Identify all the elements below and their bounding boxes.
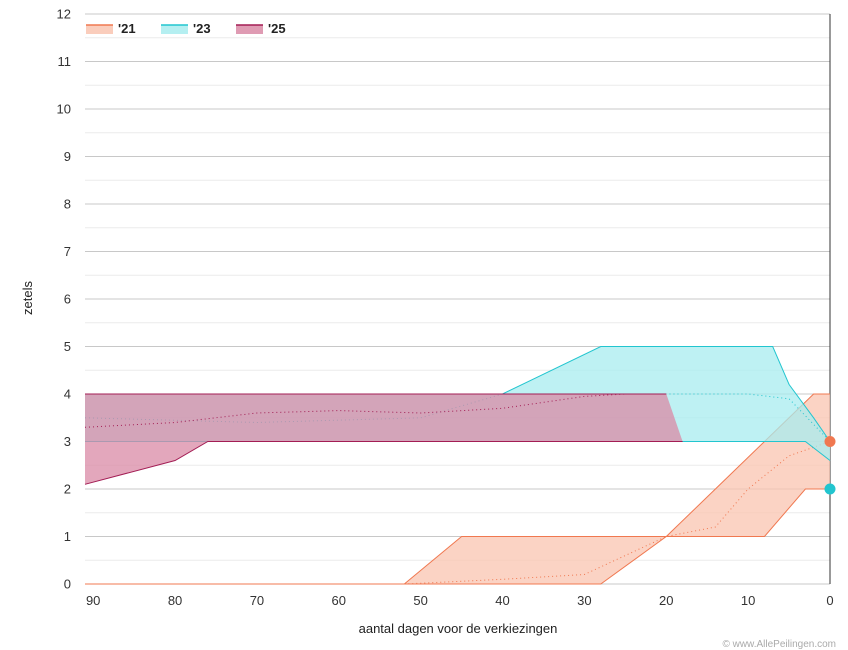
credit-text: © www.AllePeilingen.com xyxy=(722,639,836,650)
legend-swatch xyxy=(236,25,263,34)
result-marker-0 xyxy=(824,436,836,447)
x-tick-label: 10 xyxy=(741,593,755,608)
legend-swatch xyxy=(86,25,113,34)
legend-item-2: '25 xyxy=(236,21,286,36)
y-tick-label: 5 xyxy=(64,339,71,354)
grid xyxy=(85,13,831,585)
y-tick-label: 0 xyxy=(64,577,71,592)
y-tick-label: 3 xyxy=(64,434,71,449)
legend-item-1: '23 xyxy=(161,21,211,36)
y-tick-label: 9 xyxy=(64,149,71,164)
legend-item-0: '21 xyxy=(86,21,136,36)
legend: '21 '23 '25 xyxy=(86,21,286,36)
y-tick-label: 10 xyxy=(57,102,71,117)
y-tick-label: 6 xyxy=(64,292,71,307)
y-tick-label: 7 xyxy=(64,244,71,259)
x-tick-label: 30 xyxy=(577,593,591,608)
series-layer xyxy=(84,346,831,585)
x-tick-label: 90 xyxy=(86,593,100,608)
y-tick-label: 11 xyxy=(58,54,72,69)
y-tick-label: 4 xyxy=(64,387,71,402)
x-axis-title: aantal dagen voor de verkiezingen xyxy=(359,621,558,636)
x-tick-label: 70 xyxy=(250,593,264,608)
x-tick-label: 20 xyxy=(659,593,673,608)
series-lower-line xyxy=(85,488,830,585)
x-tick-label: 60 xyxy=(332,593,346,608)
x-tick-label: 40 xyxy=(495,593,509,608)
x-tick-label: 50 xyxy=(413,593,427,608)
x-tick-label: 0 xyxy=(826,593,833,608)
series-band xyxy=(85,394,683,485)
legend-label: '23 xyxy=(193,21,211,36)
y-tick-label: 8 xyxy=(64,197,71,212)
series-2 xyxy=(84,393,683,485)
y-tick-label: 12 xyxy=(57,7,71,22)
series-lower-line xyxy=(84,441,683,485)
y-tick-label: 2 xyxy=(64,482,71,497)
legend-label: '21 xyxy=(118,21,136,36)
y-tick-label: 1 xyxy=(64,529,71,544)
legend-swatch xyxy=(161,25,188,34)
result-marker-1 xyxy=(824,483,836,495)
y-axis-title: zetels xyxy=(20,281,35,315)
x-tick-label: 80 xyxy=(168,593,182,608)
result-markers xyxy=(824,436,836,495)
legend-label: '25 xyxy=(268,21,286,36)
x-axis-ticks: 90 80 70 60 50 40 30 20 10 0 xyxy=(86,593,834,608)
